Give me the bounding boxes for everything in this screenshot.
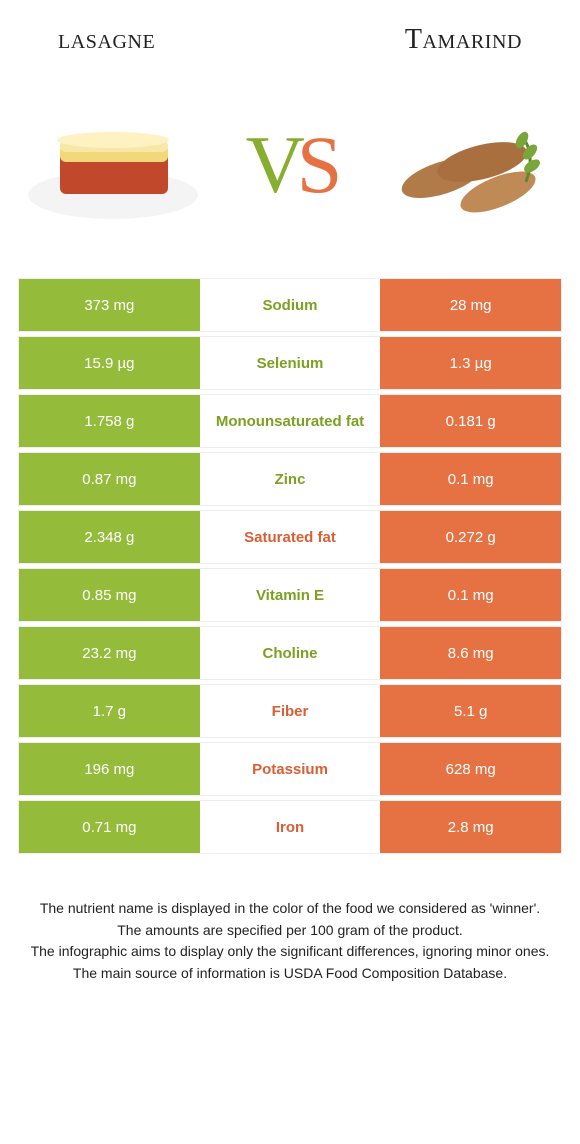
nutrient-label: Zinc — [200, 453, 381, 505]
table-row: 373 mgSodium28 mg — [18, 278, 562, 332]
left-value: 1.7 g — [19, 685, 200, 737]
food-left-title: LASAGNE — [58, 24, 155, 56]
right-value: 2.8 mg — [380, 801, 561, 853]
right-value: 5.1 g — [380, 685, 561, 737]
vs-s-letter: S — [297, 119, 335, 210]
left-value: 15.9 µg — [19, 337, 200, 389]
right-value: 0.181 g — [380, 395, 561, 447]
nutrient-label: Saturated fat — [200, 511, 381, 563]
nutrient-label: Selenium — [200, 337, 381, 389]
table-row: 0.87 mgZinc0.1 mg — [18, 452, 562, 506]
table-row: 15.9 µgSelenium1.3 µg — [18, 336, 562, 390]
table-row: 0.71 mgIron2.8 mg — [18, 800, 562, 854]
table-row: 2.348 gSaturated fat0.272 g — [18, 510, 562, 564]
right-value: 0.272 g — [380, 511, 561, 563]
nutrient-label: Fiber — [200, 685, 381, 737]
food-left-image — [18, 100, 208, 230]
food-right-title: Tamarind — [405, 24, 522, 56]
right-value: 28 mg — [380, 279, 561, 331]
lasagne-icon — [18, 100, 208, 230]
nutrient-label: Monounsaturated fat — [200, 395, 381, 447]
title-row: LASAGNE Tamarind — [18, 24, 562, 76]
table-row: 0.85 mgVitamin E0.1 mg — [18, 568, 562, 622]
footer-line: The nutrient name is displayed in the co… — [22, 898, 558, 920]
nutrient-label: Potassium — [200, 743, 381, 795]
nutrient-label: Choline — [200, 627, 381, 679]
table-row: 1.7 gFiber5.1 g — [18, 684, 562, 738]
left-value: 0.71 mg — [19, 801, 200, 853]
footer-line: The main source of information is USDA F… — [22, 963, 558, 985]
footer-notes: The nutrient name is displayed in the co… — [18, 898, 562, 985]
comparison-table: 373 mgSodium28 mg15.9 µgSelenium1.3 µg1.… — [18, 278, 562, 854]
right-value: 8.6 mg — [380, 627, 561, 679]
left-value: 196 mg — [19, 743, 200, 795]
vs-label: VS — [246, 124, 335, 206]
table-row: 1.758 gMonounsaturated fat0.181 g — [18, 394, 562, 448]
right-value: 628 mg — [380, 743, 561, 795]
left-value: 373 mg — [19, 279, 200, 331]
left-value: 0.85 mg — [19, 569, 200, 621]
tamarind-icon — [372, 100, 562, 230]
left-value: 1.758 g — [19, 395, 200, 447]
vs-v-letter: V — [246, 119, 297, 210]
nutrient-label: Sodium — [200, 279, 381, 331]
right-value: 1.3 µg — [380, 337, 561, 389]
table-row: 23.2 mgCholine8.6 mg — [18, 626, 562, 680]
right-value: 0.1 mg — [380, 453, 561, 505]
footer-line: The amounts are specified per 100 gram o… — [22, 920, 558, 942]
nutrient-label: Iron — [200, 801, 381, 853]
image-row: VS — [18, 100, 562, 230]
left-value: 2.348 g — [19, 511, 200, 563]
left-value: 23.2 mg — [19, 627, 200, 679]
nutrient-label: Vitamin E — [200, 569, 381, 621]
infographic-container: LASAGNE Tamarind VS — [0, 0, 580, 1025]
food-right-image — [372, 100, 562, 230]
footer-line: The infographic aims to display only the… — [22, 941, 558, 963]
table-row: 196 mgPotassium628 mg — [18, 742, 562, 796]
left-value: 0.87 mg — [19, 453, 200, 505]
right-value: 0.1 mg — [380, 569, 561, 621]
